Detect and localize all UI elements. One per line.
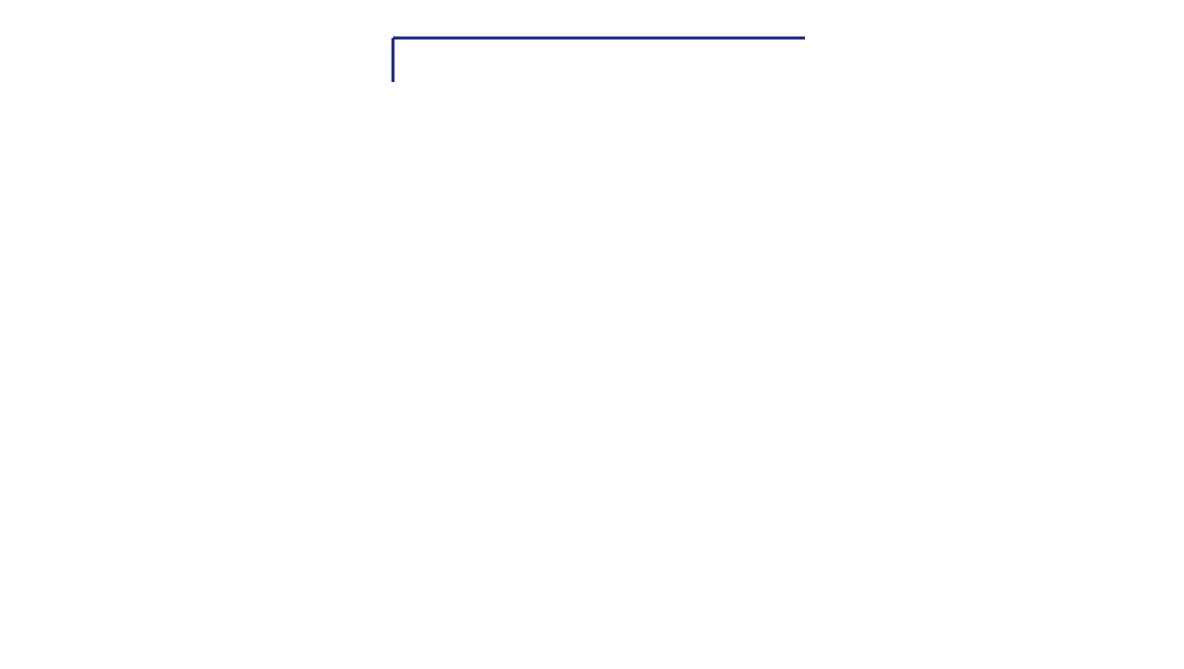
crc-long-division-diagram: [0, 0, 1184, 669]
